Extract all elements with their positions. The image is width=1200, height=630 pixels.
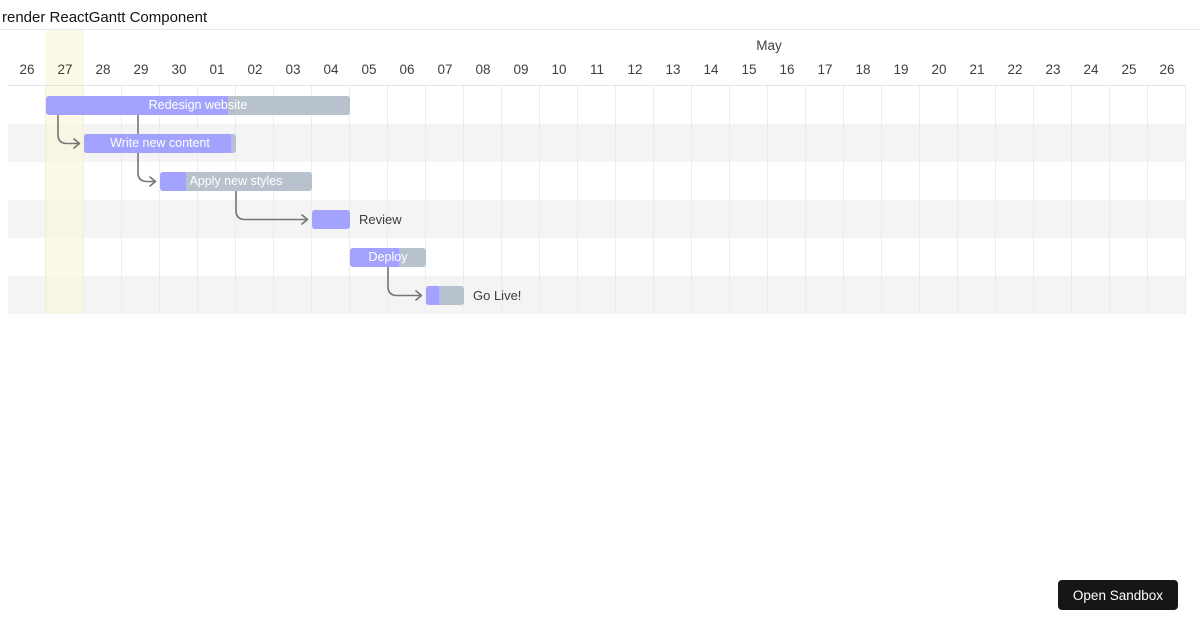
date-label-08: 08 — [475, 62, 491, 77]
month-row: May — [8, 30, 1186, 56]
date-label-09: 09 — [513, 62, 529, 77]
date-label-19: 19 — [893, 62, 909, 77]
date-label-03: 03 — [285, 62, 301, 77]
task-progress — [312, 210, 350, 229]
dependency-arrow — [387, 266, 423, 301]
task-label: Redesign website — [148, 98, 248, 112]
date-row: 26 27 28 29 30 01 02 03 04 05 06 07 08 09 10 11 12 13 14 15… — [8, 56, 1186, 85]
task-progress — [350, 248, 399, 267]
gantt-chart: May 26 27 28 29 30 01 02 03 04 05 06 07 08 09 10 11 12 13… — [8, 30, 1186, 314]
date-label-26: 26 — [1159, 62, 1175, 77]
date-label-10: 10 — [551, 62, 567, 77]
gantt-header: May 26 27 28 29 30 01 02 03 04 05 06 07 08 09 10 11 12 13… — [8, 30, 1186, 86]
date-label-05: 05 — [361, 62, 377, 77]
date-label-04: 04 — [323, 62, 339, 77]
date-label-20: 20 — [931, 62, 947, 77]
date-label-01: 01 — [209, 62, 225, 77]
page-header: render ReactGantt Component — [0, 0, 1200, 30]
open-sandbox-button[interactable]: Open Sandbox — [1057, 580, 1178, 610]
date-label-07: 07 — [437, 62, 453, 77]
date-label-16: 16 — [779, 62, 795, 77]
date-label-15: 15 — [741, 62, 757, 77]
grid-row — [8, 200, 1186, 238]
task-bar-review[interactable]: Review — [312, 210, 402, 229]
date-label-14: 14 — [703, 62, 719, 77]
date-label-18: 18 — [855, 62, 871, 77]
task-bar-go-live[interactable]: Go Live! — [426, 286, 521, 305]
task-bars: Redesign website Write new content Apply n… — [8, 86, 1186, 314]
date-label-23: 23 — [1045, 62, 1061, 77]
page-title: render ReactGantt Component — [2, 9, 208, 26]
date-label-12: 12 — [627, 62, 643, 77]
date-label-11: 11 — [589, 62, 604, 77]
task-progress — [46, 96, 229, 115]
task-progress — [160, 172, 186, 191]
date-label-13: 13 — [665, 62, 681, 77]
task-bar-redesign-website[interactable]: Redesign website — [46, 96, 350, 115]
task-label: Go Live! — [473, 288, 522, 303]
date-label-28: 28 — [95, 62, 111, 77]
date-label-26: 26 — [19, 62, 35, 77]
dependency-arrow — [137, 114, 157, 187]
grid-rows — [8, 86, 1186, 314]
task-progress — [426, 286, 440, 305]
dependency-arrow — [235, 190, 309, 225]
task-label: Write new content — [110, 136, 210, 150]
date-label-02: 02 — [247, 62, 263, 77]
task-bar-deploy[interactable]: Deploy — [350, 248, 426, 267]
date-label-30: 30 — [171, 62, 187, 77]
task-label: Deploy — [368, 250, 408, 264]
task-progress — [84, 134, 232, 153]
task-bar-write-new-content[interactable]: Write new content — [84, 134, 236, 153]
task-bar-apply-new-styles[interactable]: Apply new styles — [160, 172, 312, 191]
grid-row — [8, 238, 1186, 276]
date-label-22: 22 — [1007, 62, 1023, 77]
grid-row — [8, 276, 1186, 314]
date-label-25: 25 — [1121, 62, 1137, 77]
gantt-body: Redesign website Write new content Apply n… — [8, 86, 1186, 314]
month-label: May — [756, 38, 782, 53]
date-label-24: 24 — [1083, 62, 1099, 77]
date-label-06: 06 — [399, 62, 415, 77]
date-label-21: 21 — [969, 62, 985, 77]
task-label: Review — [359, 212, 402, 227]
date-label-17: 17 — [817, 62, 833, 77]
date-label-29: 29 — [133, 62, 149, 77]
task-label: Apply new styles — [189, 174, 283, 188]
date-label-27: 27 — [57, 62, 73, 77]
